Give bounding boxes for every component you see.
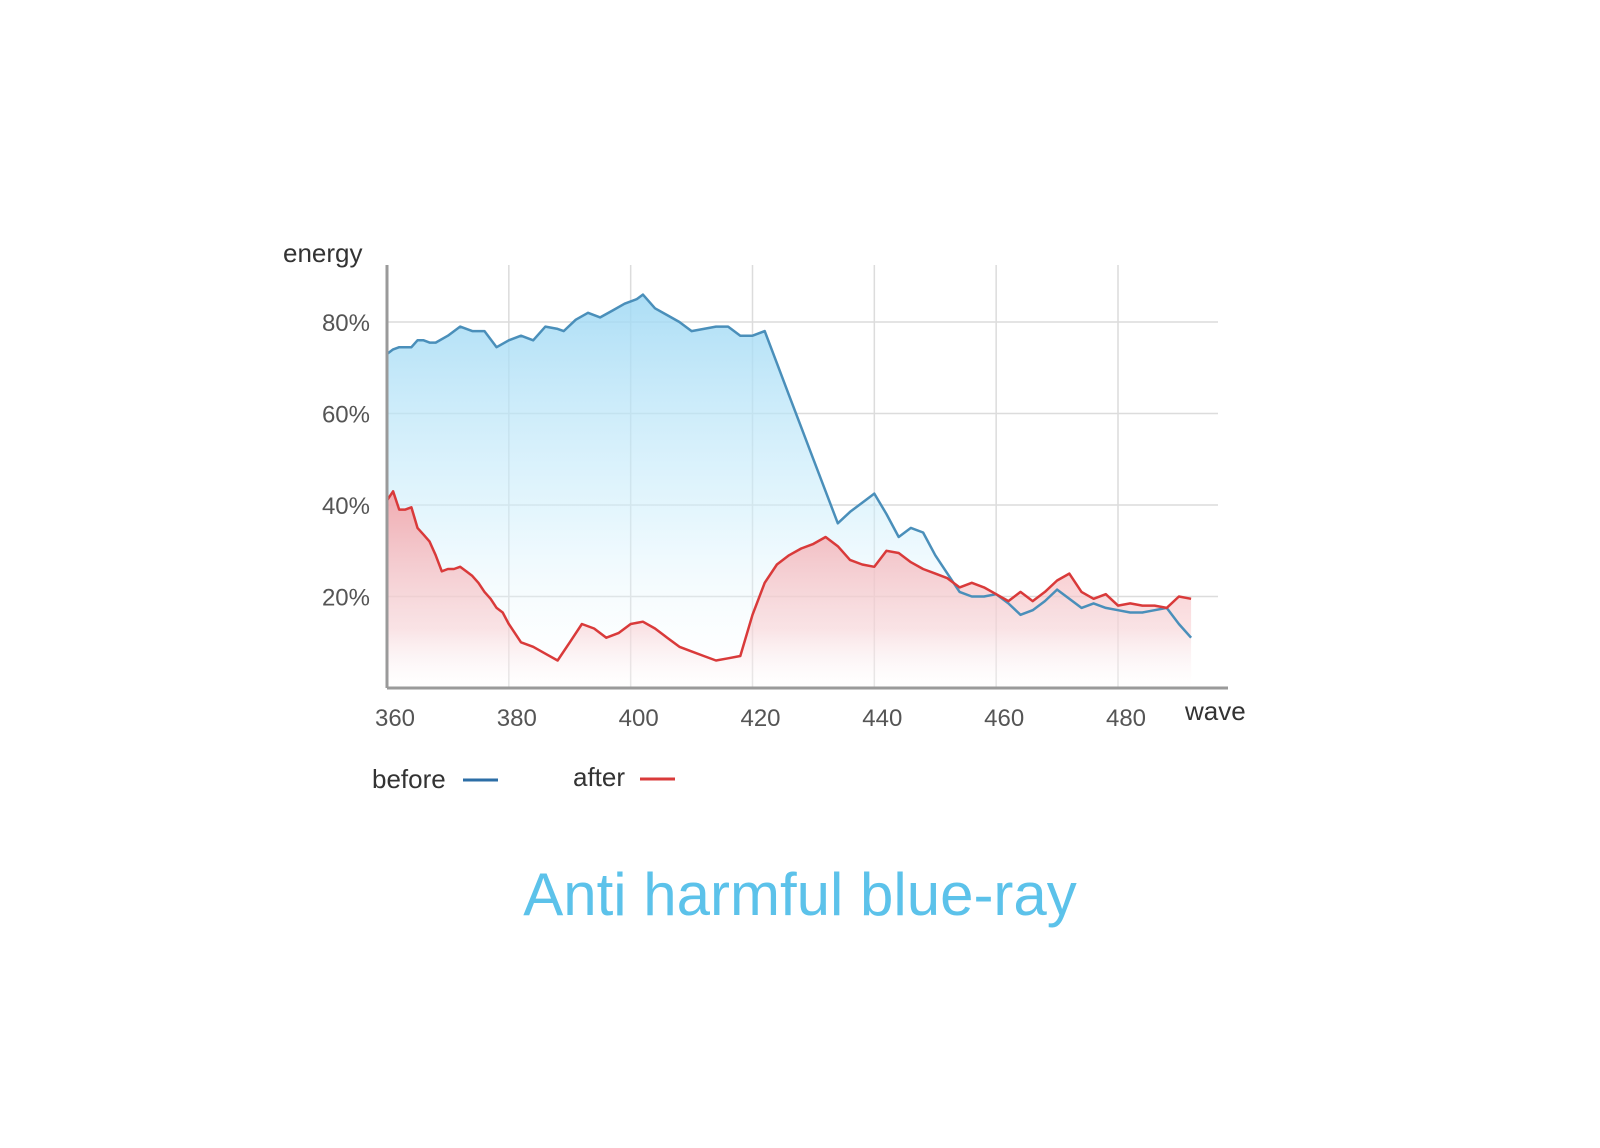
x-tick-label-440: 440 <box>862 705 902 732</box>
series-lines <box>385 293 1193 688</box>
line-after <box>385 490 1192 688</box>
y-tick-label-80: 80% <box>322 310 370 337</box>
x-tick-label-420: 420 <box>740 705 780 732</box>
x-tick-label-380: 380 <box>497 705 537 732</box>
line-before <box>385 293 1193 688</box>
area-after <box>387 491 1192 688</box>
x-tick-label-480: 480 <box>1106 705 1146 732</box>
x-axis-label: wave <box>1184 696 1246 726</box>
x-tick-label-460: 460 <box>984 705 1024 732</box>
tick-labels: 20% 40% 60% 80% 360 380 400 420 440 460 480 <box>322 310 1146 732</box>
x-tick-label-400: 400 <box>619 705 659 732</box>
series-areas <box>387 294 1192 688</box>
x-tick-label-360: 360 <box>375 705 415 732</box>
legend-label-before: before <box>372 764 446 794</box>
chart-caption: Anti harmful blue-ray <box>523 861 1077 928</box>
chart: 20% 40% 60% 80% 360 380 400 420 440 460 480 energy… <box>283 238 1246 794</box>
axes <box>385 265 1228 690</box>
y-tick-label-60: 60% <box>322 402 370 429</box>
y-axis-label: energy <box>283 238 363 268</box>
legend-label-after: after <box>573 762 625 792</box>
y-tick-label-20: 20% <box>322 585 370 612</box>
legend: before after <box>372 762 675 794</box>
y-tick-label-40: 40% <box>322 493 370 520</box>
area-before <box>387 294 1192 688</box>
